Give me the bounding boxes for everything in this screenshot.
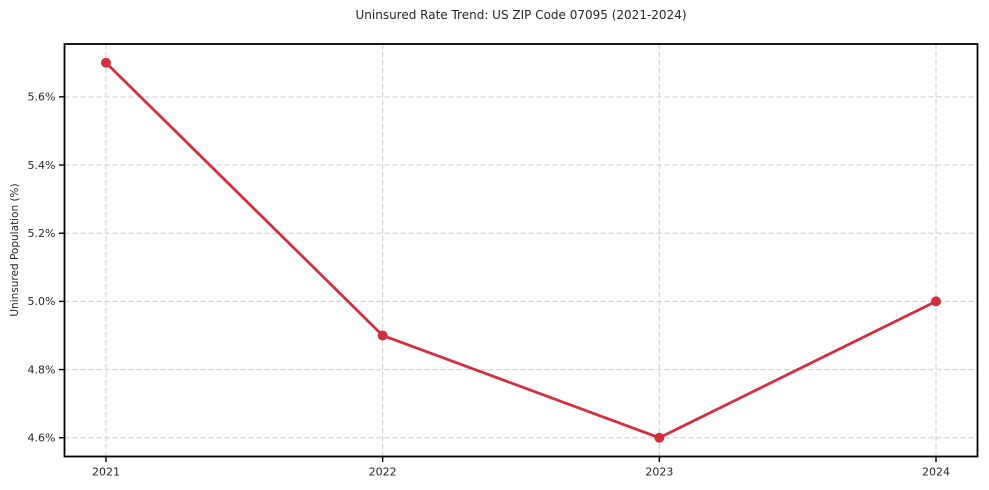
y-tick-label: 4.8% — [28, 363, 56, 376]
x-tick-label: 2023 — [645, 466, 673, 479]
y-tick-label: 4.6% — [28, 432, 56, 445]
y-tick-label: 5.6% — [28, 91, 56, 104]
data-point-2021 — [101, 57, 111, 68]
data-point-2023 — [654, 432, 665, 443]
data-point-2024 — [931, 296, 941, 307]
x-tick-label: 2024 — [922, 466, 950, 479]
y-tick-label: 5.4% — [28, 159, 56, 172]
x-tick-label: 2022 — [369, 466, 397, 479]
plot-border — [63, 43, 979, 458]
data-point-2022 — [377, 330, 388, 341]
chart-title: Uninsured Rate Trend: US ZIP Code 07095 … — [355, 8, 687, 22]
y-tick-label: 5.2% — [28, 227, 56, 240]
trend-line — [105, 61, 937, 440]
y-tick-label: 5.0% — [28, 295, 56, 308]
x-tick-label: 2021 — [92, 466, 120, 479]
